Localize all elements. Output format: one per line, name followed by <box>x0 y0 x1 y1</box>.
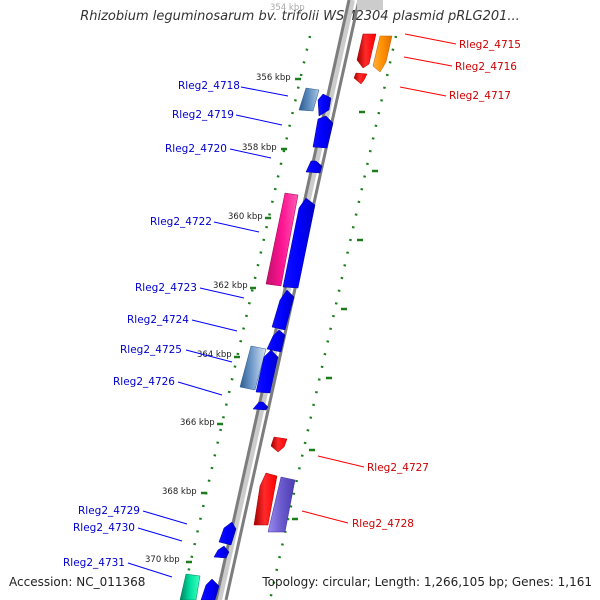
gene-rleg2-4728-arrow[interactable] <box>267 476 296 533</box>
gene-rleg2-4726b-arrow[interactable] <box>252 401 269 411</box>
gene-rleg2-4716-arrow[interactable] <box>372 35 393 73</box>
gene-label-rleg2-4727: Rleg2_4727 <box>367 462 429 474</box>
gene-label-rleg2-4730: Rleg2_4730 <box>73 522 135 534</box>
gene-label-rleg2-4719: Rleg2_4719 <box>172 109 234 121</box>
right-gene-labels: Rleg2_4715 Rleg2_4716 Rleg2_4717 Rleg2_4… <box>352 39 521 530</box>
gene-rleg2-4729-arrow[interactable] <box>218 521 237 546</box>
gene-rleg2-4718b-arrow[interactable] <box>317 93 332 117</box>
gene-rleg2-4718-arrow[interactable] <box>298 87 320 112</box>
top-fragment-box <box>357 0 383 10</box>
kbp-label-358: 358 kbp <box>242 143 277 153</box>
kbp-label-368: 368 kbp <box>162 487 197 497</box>
gene-label-rleg2-4715: Rleg2_4715 <box>459 39 521 51</box>
gene-rleg2-4724-arrow[interactable] <box>266 329 286 353</box>
gene-label-rleg2-4718: Rleg2_4718 <box>178 80 240 92</box>
topology-info: Topology: circular; Length: 1,266,105 bp… <box>262 575 592 589</box>
gene-rleg2-4720-arrow[interactable] <box>305 160 323 174</box>
gene-label-rleg2-4731: Rleg2_4731 <box>63 557 125 569</box>
gene-rleg2-4723-arrow[interactable] <box>271 289 295 331</box>
gene-rleg2-4731-arrow[interactable] <box>179 573 201 600</box>
gene-rleg2-4731b-arrow[interactable] <box>200 578 220 600</box>
kbp-label-366: 366 kbp <box>180 418 215 428</box>
gene-label-rleg2-4723: Rleg2_4723 <box>135 282 197 294</box>
gene-rleg2-4715-arrow[interactable] <box>356 33 377 69</box>
gene-rleg2-4719-arrow[interactable] <box>312 115 334 149</box>
gene-rleg2-4728a-arrow[interactable] <box>253 472 278 526</box>
major-ticks <box>186 77 378 564</box>
gene-label-rleg2-4729: Rleg2_4729 <box>78 505 140 517</box>
gene-rleg2-4722-arrow[interactable] <box>265 192 299 287</box>
left-leader-lines <box>127 86 289 578</box>
gene-label-rleg2-4728: Rleg2_4728 <box>352 518 414 530</box>
gene-label-rleg2-4716: Rleg2_4716 <box>455 61 517 73</box>
kbp-labels: 354 kbp 356 kbp 358 kbp 360 kbp 362 kbp … <box>145 3 305 565</box>
gene-rleg2-4717-arrow[interactable] <box>353 72 368 85</box>
right-leader-lines <box>301 33 457 524</box>
kbp-label-364: 364 kbp <box>197 350 232 360</box>
outer-tick-track <box>268 35 398 600</box>
map-title: Rhizobium leguminosarum bv. trifolii WSM… <box>80 9 520 24</box>
gene-label-rleg2-4720: Rleg2_4720 <box>165 143 227 155</box>
gene-rleg2-4722b-arrow[interactable] <box>282 197 316 289</box>
kbp-label-356: 356 kbp <box>256 73 291 83</box>
inner-tick-track <box>180 35 312 600</box>
inner-strand-genes <box>179 87 334 600</box>
gene-label-rleg2-4717: Rleg2_4717 <box>449 90 511 102</box>
gene-label-rleg2-4722: Rleg2_4722 <box>150 216 212 228</box>
gene-rleg2-4726-arrow[interactable] <box>255 349 279 394</box>
gene-rleg2-4725-arrow[interactable] <box>239 345 267 391</box>
kbp-label-370: 370 kbp <box>145 555 180 565</box>
gene-rleg2-4727-arrow[interactable] <box>270 436 288 453</box>
gene-label-rleg2-4726: Rleg2_4726 <box>113 376 175 388</box>
gene-label-rleg2-4724: Rleg2_4724 <box>127 314 189 326</box>
kbp-label-354: 354 kbp <box>270 3 305 13</box>
gene-rleg2-4730-arrow[interactable] <box>213 545 230 559</box>
kbp-label-360: 360 kbp <box>228 212 263 222</box>
kbp-label-362: 362 kbp <box>213 281 248 291</box>
gene-label-rleg2-4725: Rleg2_4725 <box>120 344 182 356</box>
accession-info: Accession: NC_011368 <box>9 575 146 589</box>
outer-strand-genes <box>253 33 393 533</box>
left-gene-labels: Rleg2_4718 Rleg2_4719 Rleg2_4720 Rleg2_4… <box>63 80 240 569</box>
